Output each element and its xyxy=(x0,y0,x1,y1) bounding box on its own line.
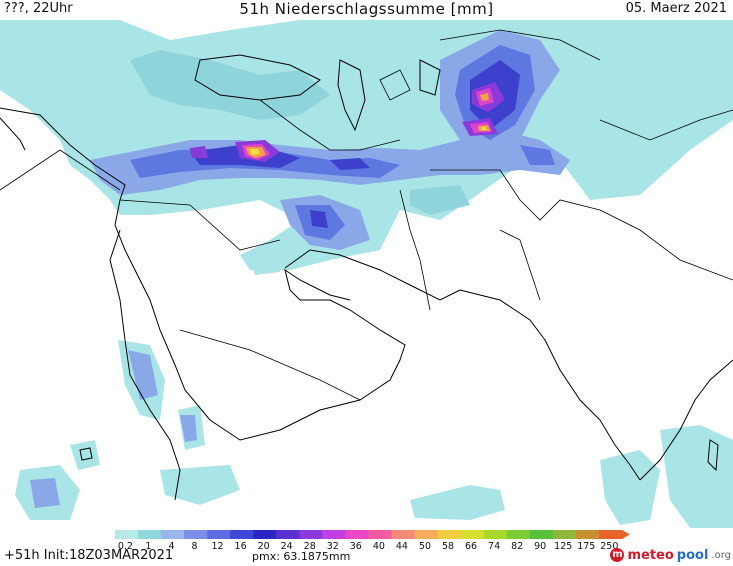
legend-tick-label: 90 xyxy=(534,541,546,552)
legend-swatch xyxy=(529,530,554,539)
legend-tick-label: 50 xyxy=(419,541,431,552)
legend-swatch xyxy=(437,530,462,539)
legend-tick-label: 66 xyxy=(465,541,477,552)
precip-area-yellow xyxy=(250,149,260,155)
meteopool-logo[interactable]: m meteo pool .org xyxy=(610,545,731,565)
legend-swatch xyxy=(184,530,208,539)
legend-swatch xyxy=(368,530,393,539)
precipitation-map xyxy=(0,20,733,528)
precip-area-yellow xyxy=(482,127,486,130)
legend-swatch xyxy=(161,530,185,539)
legend-swatch xyxy=(552,530,577,539)
legend-tick-label: 125 xyxy=(554,541,572,552)
legend-swatch xyxy=(299,530,323,539)
legend-swatch xyxy=(138,530,162,539)
legend-tick-label: 82 xyxy=(511,541,523,552)
legend-tick-label: 44 xyxy=(396,541,408,552)
brand-part1: meteo xyxy=(627,547,674,563)
legend-swatch xyxy=(414,530,439,539)
precip-area-blue xyxy=(520,145,555,165)
legend-swatch xyxy=(276,530,300,539)
precip-area-light xyxy=(70,440,100,470)
legend-tick-label: 0.2 xyxy=(118,541,133,552)
legend-swatch xyxy=(598,530,623,539)
model-run-label: +51h Init:18Z03MAR2021 xyxy=(4,548,174,563)
legend-swatch xyxy=(506,530,531,539)
precip-area-light2 xyxy=(130,50,330,120)
legend-swatch xyxy=(391,530,416,539)
precip-area-deep xyxy=(310,210,328,228)
legend-tick-label: 4 xyxy=(168,541,174,552)
legend-swatch xyxy=(483,530,508,539)
precip-area-deep xyxy=(330,158,370,170)
precip-area-orange xyxy=(480,93,489,101)
legend-tick-label: 36 xyxy=(350,541,362,552)
map-title: 51h Niederschlagssumme [mm] xyxy=(239,0,494,18)
legend-tick-label: 74 xyxy=(488,541,500,552)
legend-tick-label: 32 xyxy=(327,541,339,552)
legend-arrow xyxy=(622,530,630,539)
legend-tick-label: 20 xyxy=(258,541,270,552)
precipitation-color-legend: 0.2 1 4 8 12 16 20 24 28 32 36 40 44 50 58 66 74 82 90 125 1… xyxy=(115,530,630,552)
max-precip-label: pmx: 63.1875mm xyxy=(252,550,351,563)
legend-tick-label: 40 xyxy=(373,541,385,552)
valid-time-label: ???, 22Uhr xyxy=(4,1,73,16)
precip-area-mid xyxy=(128,350,158,400)
precip-area-light xyxy=(410,485,505,520)
precip-area-light xyxy=(660,425,733,528)
precip-area-light xyxy=(640,55,733,110)
legend-tick-label: 1 xyxy=(145,541,151,552)
legend-swatch xyxy=(115,530,139,539)
legend-swatch xyxy=(345,530,369,539)
legend-swatch xyxy=(207,530,231,539)
legend-swatch xyxy=(253,530,277,539)
precip-area-light xyxy=(248,252,280,275)
brand-icon: m xyxy=(610,548,625,562)
precip-area-light xyxy=(600,450,660,525)
legend-tick-label: 16 xyxy=(235,541,247,552)
legend-swatch xyxy=(575,530,600,539)
forecast-date: 05. Maerz 2021 xyxy=(625,1,727,16)
brand-part2: pool xyxy=(676,547,709,563)
legend-tick-label: 175 xyxy=(577,541,595,552)
legend-tick-label: 12 xyxy=(212,541,224,552)
legend-swatch xyxy=(460,530,485,539)
precip-area-mid xyxy=(180,415,197,442)
legend-tick-label: 58 xyxy=(442,541,454,552)
brand-suffix: .org xyxy=(711,549,731,561)
legend-tick-label: 24 xyxy=(281,541,293,552)
precip-area-mid xyxy=(30,478,60,508)
precip-area-purple xyxy=(190,146,208,158)
legend-tick-label: 8 xyxy=(191,541,197,552)
precip-area-light xyxy=(160,465,240,505)
legend-tick-label: 28 xyxy=(304,541,316,552)
precip-area-light2 xyxy=(410,185,470,215)
legend-swatch xyxy=(322,530,346,539)
legend-tick-label: 250 xyxy=(600,541,618,552)
legend-swatch xyxy=(230,530,254,539)
precipitation-overlay xyxy=(0,20,733,528)
